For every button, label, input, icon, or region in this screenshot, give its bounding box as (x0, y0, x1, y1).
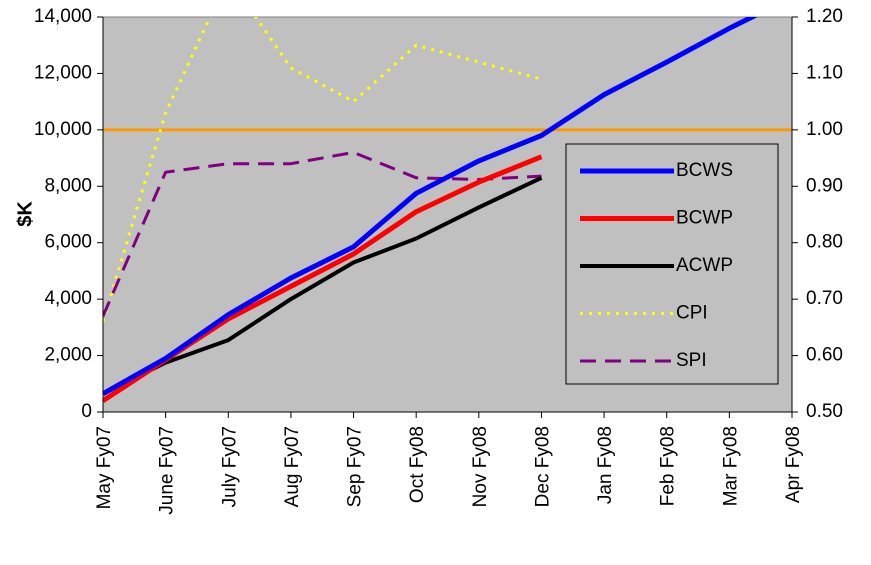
y-tick-label: 12,000 (34, 62, 92, 83)
legend: BCWS BCWP ACWP CPI SPI (565, 143, 779, 385)
y2-tick-label: 1.20 (806, 6, 843, 27)
series-line-cpi (103, 17, 542, 323)
x-tick-label: Aug Fy07 (282, 426, 303, 507)
y-tick-label: 6,000 (44, 232, 92, 253)
legend-label-spi: SPI (676, 350, 707, 371)
y-tick-label: 2,000 (44, 345, 92, 366)
series-line-bcws (103, 17, 758, 396)
x-tick-label: Feb Fy08 (658, 426, 679, 506)
x-tick-label: Jan Fy08 (595, 426, 616, 504)
y2-tick-label: 0.60 (806, 345, 843, 366)
y-tick-label: 8,000 (44, 175, 92, 196)
x-tick-label: June Fy07 (157, 426, 178, 515)
y2-tick-label: 0.80 (806, 232, 843, 253)
y-tick-label: 10,000 (34, 119, 92, 140)
x-tick-label: May Fy07 (94, 426, 115, 509)
y2-tick-label: 1.00 (806, 119, 843, 140)
series-line-spi (103, 150, 542, 317)
x-tick-label: Dec Fy08 (532, 426, 553, 507)
x-tick-label: Sep Fy07 (345, 426, 366, 507)
y-tick-label: 14,000 (34, 6, 92, 27)
y2-tick-label: 1.10 (806, 62, 843, 83)
y2-tick-label: 0.50 (806, 401, 843, 422)
legend-label-bcwp: BCWP (676, 208, 733, 229)
y-axis-label: $K (14, 201, 36, 227)
series-line-acwp (103, 175, 543, 396)
legend-label-acwp: ACWP (676, 255, 733, 276)
y2-tick-label: 0.90 (806, 175, 843, 196)
x-tick-label: Nov Fy08 (470, 426, 491, 507)
x-tick-label: Oct Fy08 (407, 426, 428, 503)
y2-tick-label: 0.70 (806, 288, 843, 309)
x-tick-label: Mar Fy08 (720, 426, 741, 506)
y-tick-label: 4,000 (44, 288, 92, 309)
y-tick-label: 0 (81, 401, 92, 422)
x-tick-label: Apr Fy08 (783, 426, 804, 503)
legend-label-bcws: BCWS (676, 160, 733, 181)
x-tick-label: July Fy07 (219, 426, 240, 507)
legend-label-cpi: CPI (676, 303, 708, 324)
